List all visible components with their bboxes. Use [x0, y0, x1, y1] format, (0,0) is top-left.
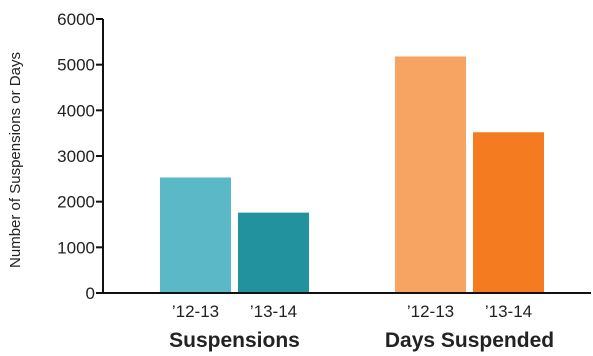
- group-label: Suspensions: [169, 329, 300, 352]
- group-label: Days Suspended: [385, 329, 554, 352]
- y-tick-label: 6000: [57, 10, 95, 29]
- y-axis-label: Number of Suspensions or Days: [7, 52, 24, 268]
- y-tick-label: 2000: [57, 193, 95, 212]
- bar: [238, 212, 309, 293]
- x-tick-label: ’12-13: [172, 302, 219, 321]
- y-tick-label: 5000: [57, 56, 95, 75]
- y-tick-label: 3000: [57, 147, 95, 166]
- x-tick-label: ’12-13: [407, 302, 454, 321]
- bars: [160, 56, 544, 293]
- y-tick-label: 4000: [57, 101, 95, 120]
- x-tick-label: ’13-14: [485, 302, 532, 321]
- y-tick-label: 1000: [57, 238, 95, 257]
- x-tick-label: ’13-14: [250, 302, 297, 321]
- y-tick-label: 0: [86, 284, 95, 303]
- y-axis-ticks: 0 1000 2000 3000 4000 5000 6000: [57, 10, 103, 303]
- bar: [473, 132, 544, 293]
- bar: [160, 177, 231, 293]
- bar: [395, 56, 466, 293]
- x-axis-labels: ’12-13 ’13-14 Suspensions ’12-13 ’13-14 Days …: [169, 302, 554, 352]
